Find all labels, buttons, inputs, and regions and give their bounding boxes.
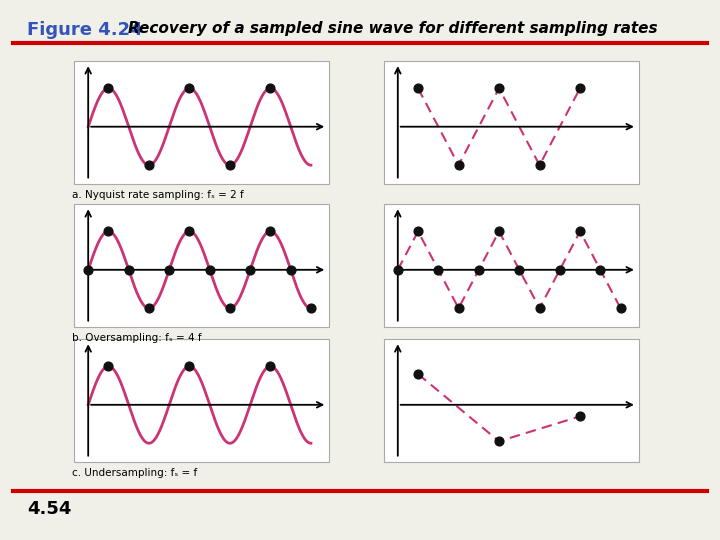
Point xyxy=(103,362,114,370)
Point xyxy=(184,227,195,235)
Point xyxy=(305,304,317,313)
Point xyxy=(204,266,215,274)
Point xyxy=(413,84,424,92)
Point xyxy=(103,227,114,235)
Point xyxy=(534,304,545,313)
Point xyxy=(595,266,606,274)
Point xyxy=(184,84,195,92)
Text: 4.54: 4.54 xyxy=(27,500,72,517)
Point xyxy=(413,370,424,379)
Point xyxy=(224,304,235,313)
Point xyxy=(103,84,114,92)
Point xyxy=(575,412,586,421)
Text: Figure 4.24: Figure 4.24 xyxy=(27,21,143,38)
Point xyxy=(224,161,235,170)
Point xyxy=(413,227,424,235)
Text: Recovery of a sampled sine wave for different sampling rates: Recovery of a sampled sine wave for diff… xyxy=(128,21,658,36)
Text: b. Oversampling: fₛ = 4 f: b. Oversampling: fₛ = 4 f xyxy=(72,333,202,343)
Point xyxy=(615,304,626,313)
Point xyxy=(534,161,545,170)
Point xyxy=(123,266,135,274)
Point xyxy=(473,266,485,274)
Point xyxy=(392,266,403,274)
Point xyxy=(143,161,155,170)
Point xyxy=(244,266,256,274)
Point xyxy=(83,266,94,274)
Point xyxy=(575,227,586,235)
Point xyxy=(265,227,276,235)
Point xyxy=(513,266,525,274)
Point xyxy=(453,304,464,313)
Point xyxy=(554,266,566,274)
Text: c. Undersampling: fₛ = f: c. Undersampling: fₛ = f xyxy=(72,468,197,478)
Point xyxy=(493,227,505,235)
Point xyxy=(163,266,175,274)
Point xyxy=(493,437,505,445)
Point xyxy=(265,362,276,370)
Point xyxy=(285,266,297,274)
Point xyxy=(143,304,155,313)
Text: a. Nyquist rate sampling: fₛ = 2 f: a. Nyquist rate sampling: fₛ = 2 f xyxy=(72,190,244,200)
Point xyxy=(184,362,195,370)
Point xyxy=(433,266,444,274)
Point xyxy=(265,84,276,92)
Point xyxy=(493,84,505,92)
Point xyxy=(575,84,586,92)
Point xyxy=(453,161,464,170)
